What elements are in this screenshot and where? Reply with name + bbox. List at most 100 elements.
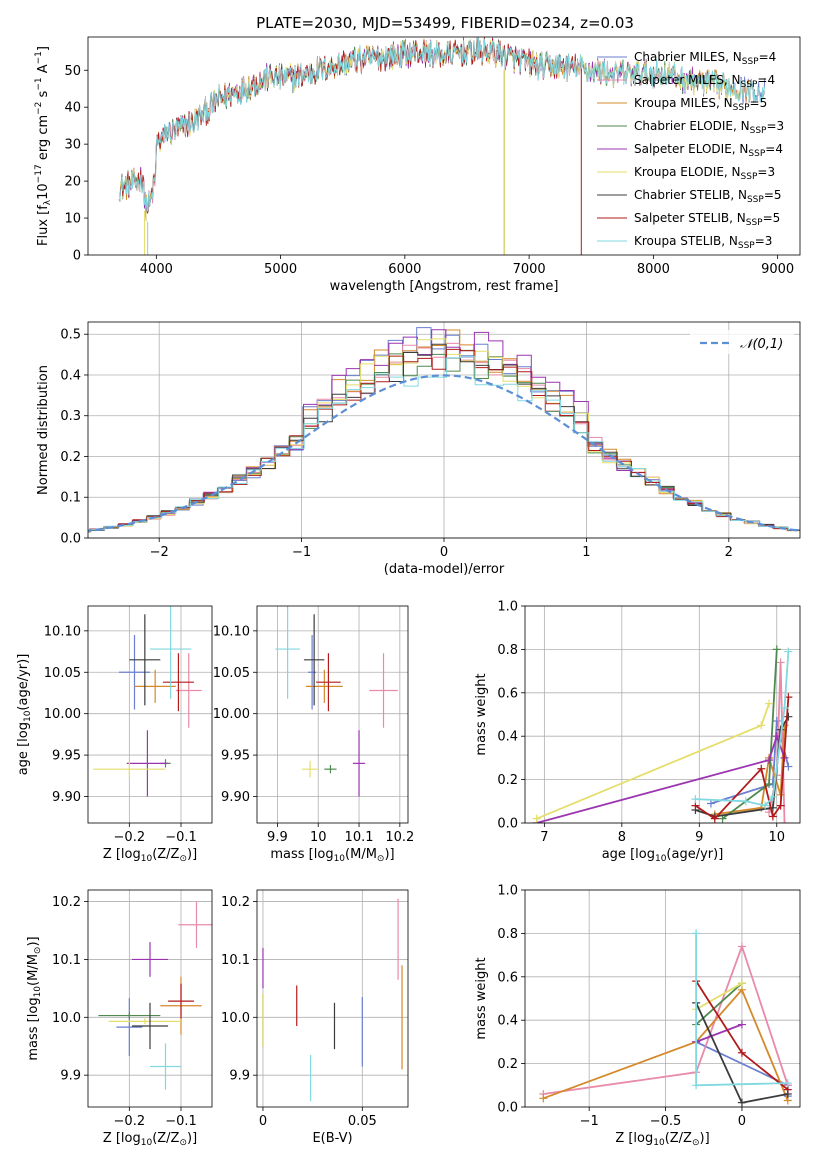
axes-border xyxy=(87,605,213,824)
chart-residuals: −2 −1 0 1 2 0.0 0.1 0.2 0.3 0.4 0.5 (data-model)/er… xyxy=(36,321,801,577)
legend-count: =5 xyxy=(764,188,782,202)
legend-count: =3 xyxy=(766,119,784,133)
label-text: Z [log xyxy=(103,847,141,862)
y-tick-label: 40 xyxy=(64,101,81,116)
y-axis-label: mass [log10(M/M⊙)] xyxy=(26,936,43,1060)
legend-label: Kroupa STELIB, NSSP=3 xyxy=(634,234,772,251)
x-tick-label: 7000 xyxy=(513,262,546,277)
legend-name: Kroupa ELODIE, N xyxy=(634,165,741,179)
label-text: erg cm xyxy=(36,115,51,164)
axes-border xyxy=(256,889,409,1108)
errorbar-point-0 xyxy=(308,634,317,710)
x-axis-label: wavelength [Angstrom, rest frame] xyxy=(330,279,559,294)
label-text: (Z/Z xyxy=(152,847,179,862)
plot-area xyxy=(262,898,403,1102)
weight-marker xyxy=(784,762,793,771)
y-tick-label: 0.2 xyxy=(497,773,518,788)
legend-name: Chabrier MILES, N xyxy=(634,50,742,64)
y-tick-label: 0.8 xyxy=(497,643,518,658)
weight-marker xyxy=(692,1081,701,1090)
weight-marker xyxy=(737,1048,746,1057)
y-tick-label: 10.1 xyxy=(221,953,250,968)
weight-marker xyxy=(757,764,766,773)
legend-sub: SSP xyxy=(742,57,759,67)
script-text: 10 xyxy=(33,986,43,998)
weight-marker xyxy=(757,721,766,730)
script-text: −2 xyxy=(34,102,44,115)
errorbar-point-0 xyxy=(116,998,143,1057)
weight-line xyxy=(694,697,790,820)
script-text: −1 xyxy=(34,51,44,64)
legend-sub: SSP xyxy=(748,149,765,159)
legend-count: =3 xyxy=(757,165,775,179)
x-tick-label: 8000 xyxy=(637,262,670,277)
x-axis-label: (data-model)/error xyxy=(384,562,505,577)
x-axis-label: Z [log10(Z/Z⊙)] xyxy=(103,847,197,864)
y-tick-label: 0.4 xyxy=(497,1014,518,1029)
label-text: )] xyxy=(187,847,197,862)
x-tick-label: 10.1 xyxy=(345,830,374,845)
errorbar-point-6 xyxy=(131,1002,169,1050)
y-tick-label: 10.1 xyxy=(52,953,81,968)
weight-line xyxy=(721,649,778,820)
weight-marker xyxy=(761,801,770,810)
legend-label: Salpeter MILES, NSSP=4 xyxy=(634,73,775,90)
x-tick-label: 9000 xyxy=(761,262,794,277)
weight-marker xyxy=(784,647,793,656)
errorbar-point-1 xyxy=(369,653,398,728)
y-tick-label: 9.95 xyxy=(52,749,81,764)
normal-curve xyxy=(88,374,800,533)
x-axis-label: E(B-V) xyxy=(312,1131,352,1146)
y-tick-label: 9.95 xyxy=(221,749,250,764)
x-axis-label: Z [log10(Z/Z⊙)] xyxy=(615,1131,709,1148)
legend-name: Salpeter ELODIE, N xyxy=(634,142,748,156)
legend-box xyxy=(690,330,794,354)
spectrum-series-8 xyxy=(118,37,766,213)
legend-name: Chabrier ELODIE, N xyxy=(634,119,750,133)
y-tick-label: 10.2 xyxy=(52,895,81,910)
y-tick-label: 10 xyxy=(64,212,81,227)
label-text: A xyxy=(36,64,51,77)
y-tick-label: 9.9 xyxy=(229,1069,250,1084)
y-tick-label: 1.0 xyxy=(497,600,518,615)
y-tick-label: 9.90 xyxy=(221,790,250,805)
weight-series-8 xyxy=(691,647,793,810)
weight-marker xyxy=(765,699,774,708)
legend-sub: SSP xyxy=(741,80,758,90)
label-text: age [log xyxy=(602,847,655,862)
x-tick-label: −0.5 xyxy=(650,1114,682,1129)
legend-name: Chabrier STELIB, N xyxy=(634,188,747,202)
weight-marker xyxy=(532,814,541,823)
weight-marker xyxy=(691,795,700,804)
legend-sub: SSP xyxy=(750,126,767,136)
x-tick-label: 10.2 xyxy=(385,830,414,845)
y-tick-label: 10.00 xyxy=(213,707,250,722)
weight-series-3 xyxy=(718,645,781,823)
errorbar-point-5 xyxy=(301,760,319,778)
weight-marker xyxy=(768,792,777,801)
script-text: 10 xyxy=(334,854,346,864)
y-tick-label: 0 xyxy=(73,249,81,264)
y-tick-label: 10.00 xyxy=(44,707,81,722)
legend-sub: SSP xyxy=(738,241,755,251)
legend-name: Kroupa MILES, N xyxy=(634,96,733,110)
legend-sub: SSP xyxy=(746,218,763,228)
errorbar-point-3 xyxy=(324,765,337,774)
weight-marker xyxy=(710,814,719,823)
legend-count: =4 xyxy=(759,50,777,64)
y-axis-label: mass weight xyxy=(474,673,489,755)
y-tick-label: 0.4 xyxy=(497,730,518,745)
plot-area xyxy=(88,327,800,533)
y-tick-label: 10.10 xyxy=(213,624,250,639)
axes-border xyxy=(524,889,801,1108)
x-tick-label: 0 xyxy=(259,1114,267,1129)
x-axis-label: Z [log10(Z/Z⊙)] xyxy=(103,1131,197,1148)
grid xyxy=(257,890,408,1107)
legend-label: Kroupa ELODIE, NSSP=3 xyxy=(634,165,775,182)
script-text: λ xyxy=(43,199,53,205)
weight-line xyxy=(543,943,789,1095)
y-tick-label: 0.4 xyxy=(60,368,81,383)
